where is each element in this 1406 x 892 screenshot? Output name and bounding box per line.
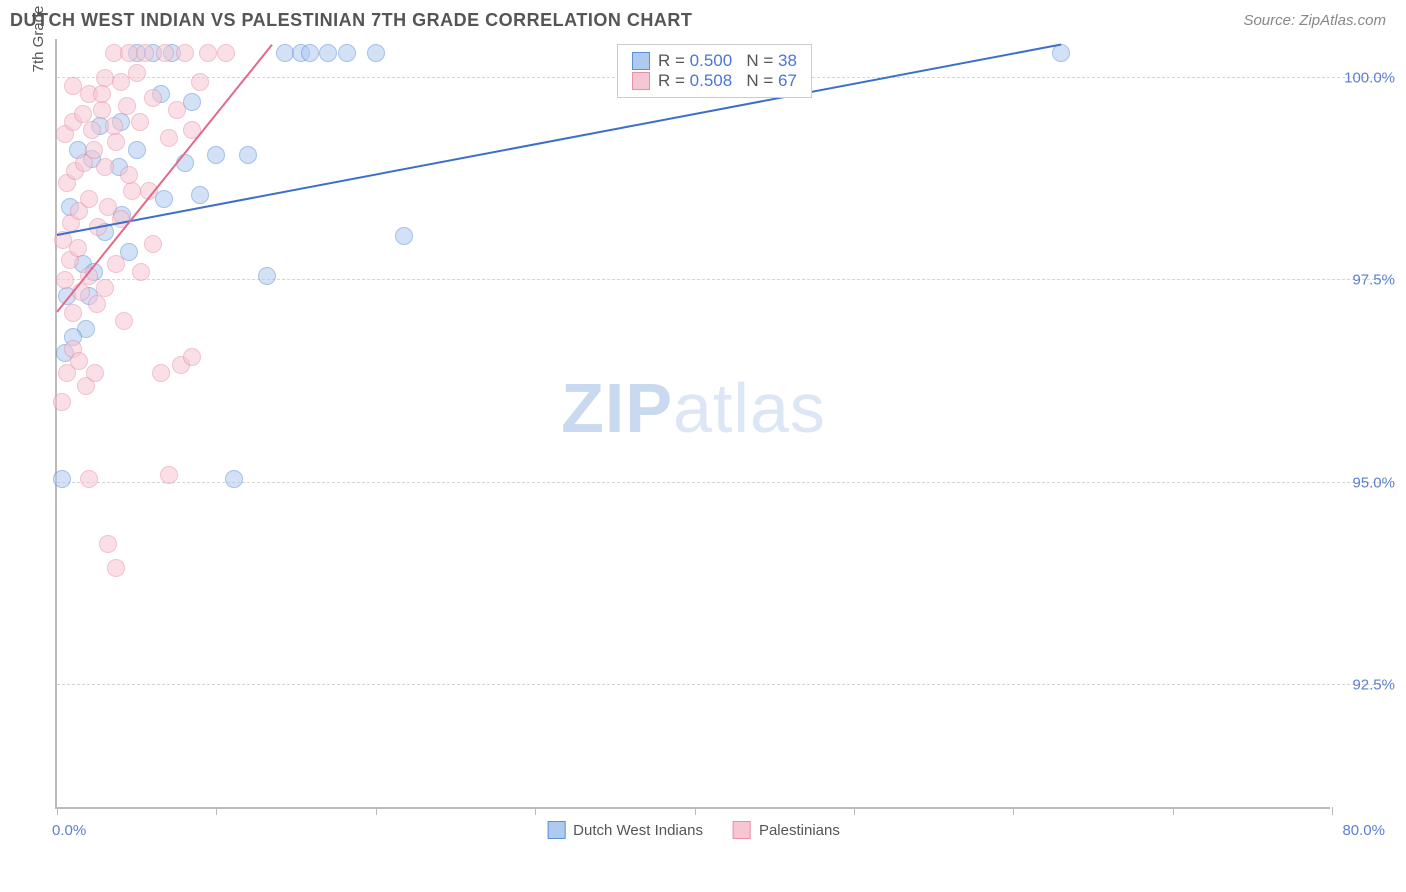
watermark: ZIPatlas [561,368,826,448]
gridline [57,279,1385,280]
data-point [120,166,138,184]
data-point [191,186,209,204]
data-point [86,364,104,382]
legend-swatch [547,821,565,839]
data-point [156,44,174,62]
data-point [199,44,217,62]
data-point [183,93,201,111]
data-point [395,227,413,245]
legend-swatch [632,52,650,70]
data-point [83,121,101,139]
data-point [136,44,154,62]
chart-header: DUTCH WEST INDIAN VS PALESTINIAN 7TH GRA… [0,0,1406,39]
x-tick [376,807,377,815]
data-point [107,559,125,577]
data-point [80,190,98,208]
data-point [160,466,178,484]
data-point [56,271,74,289]
data-point [74,105,92,123]
data-point [118,97,136,115]
x-max-label: 80.0% [1342,822,1385,839]
data-point [217,44,235,62]
series-legend: Dutch West Indians Palestinians [547,821,840,839]
x-min-label: 0.0% [52,822,86,839]
chart-title: DUTCH WEST INDIAN VS PALESTINIAN 7TH GRA… [10,10,692,31]
data-point [99,535,117,553]
series-legend-item: Dutch West Indians [547,821,703,839]
data-point [88,295,106,313]
data-point [96,279,114,297]
series-name: Dutch West Indians [573,822,703,839]
data-point [107,133,125,151]
data-point [85,141,103,159]
data-point [93,101,111,119]
data-point [319,44,337,62]
legend-row: R = 0.500 N = 38 [632,51,797,71]
x-tick [1173,807,1174,815]
data-point [70,352,88,370]
plot-area: ZIPatlas 92.5%95.0%97.5%100.0%0.0%80.0%R… [55,39,1330,809]
data-point [53,393,71,411]
data-point [96,158,114,176]
y-tick-label: 97.5% [1335,272,1395,289]
x-tick [854,807,855,815]
x-tick [1013,807,1014,815]
legend-row: R = 0.508 N = 67 [632,71,797,91]
data-point [367,44,385,62]
x-tick [57,807,58,815]
x-tick [1332,807,1333,815]
data-point [1052,44,1070,62]
y-tick-label: 95.0% [1335,474,1395,491]
data-point [160,129,178,147]
data-point [123,182,141,200]
data-point [132,263,150,281]
y-tick-label: 92.5% [1335,677,1395,694]
data-point [72,283,90,301]
x-tick [535,807,536,815]
data-point [105,117,123,135]
data-point [176,44,194,62]
data-point [152,364,170,382]
legend-text: R = 0.508 N = 67 [658,71,797,91]
trend-line [57,43,1061,235]
data-point [128,64,146,82]
data-point [53,470,71,488]
data-point [258,267,276,285]
legend-swatch [733,821,751,839]
series-name: Palestinians [759,822,840,839]
data-point [144,235,162,253]
x-tick [216,807,217,815]
data-point [239,146,257,164]
data-point [128,141,146,159]
data-point [93,85,111,103]
gridline [57,684,1385,685]
data-point [80,470,98,488]
y-tick-label: 100.0% [1335,69,1395,86]
data-point [183,348,201,366]
data-point [168,101,186,119]
data-point [225,470,243,488]
data-point [144,89,162,107]
data-point [301,44,319,62]
source-label: Source: ZipAtlas.com [1243,12,1386,29]
legend-swatch [632,72,650,90]
y-axis-label: 7th Grade [30,6,47,73]
correlation-legend: R = 0.500 N = 38R = 0.508 N = 67 [617,44,812,98]
data-point [64,304,82,322]
x-tick [695,807,696,815]
data-point [338,44,356,62]
data-point [207,146,225,164]
data-point [191,73,209,91]
data-point [115,312,133,330]
legend-text: R = 0.500 N = 38 [658,51,797,71]
gridline [57,482,1385,483]
data-point [131,113,149,131]
data-point [107,255,125,273]
series-legend-item: Palestinians [733,821,840,839]
